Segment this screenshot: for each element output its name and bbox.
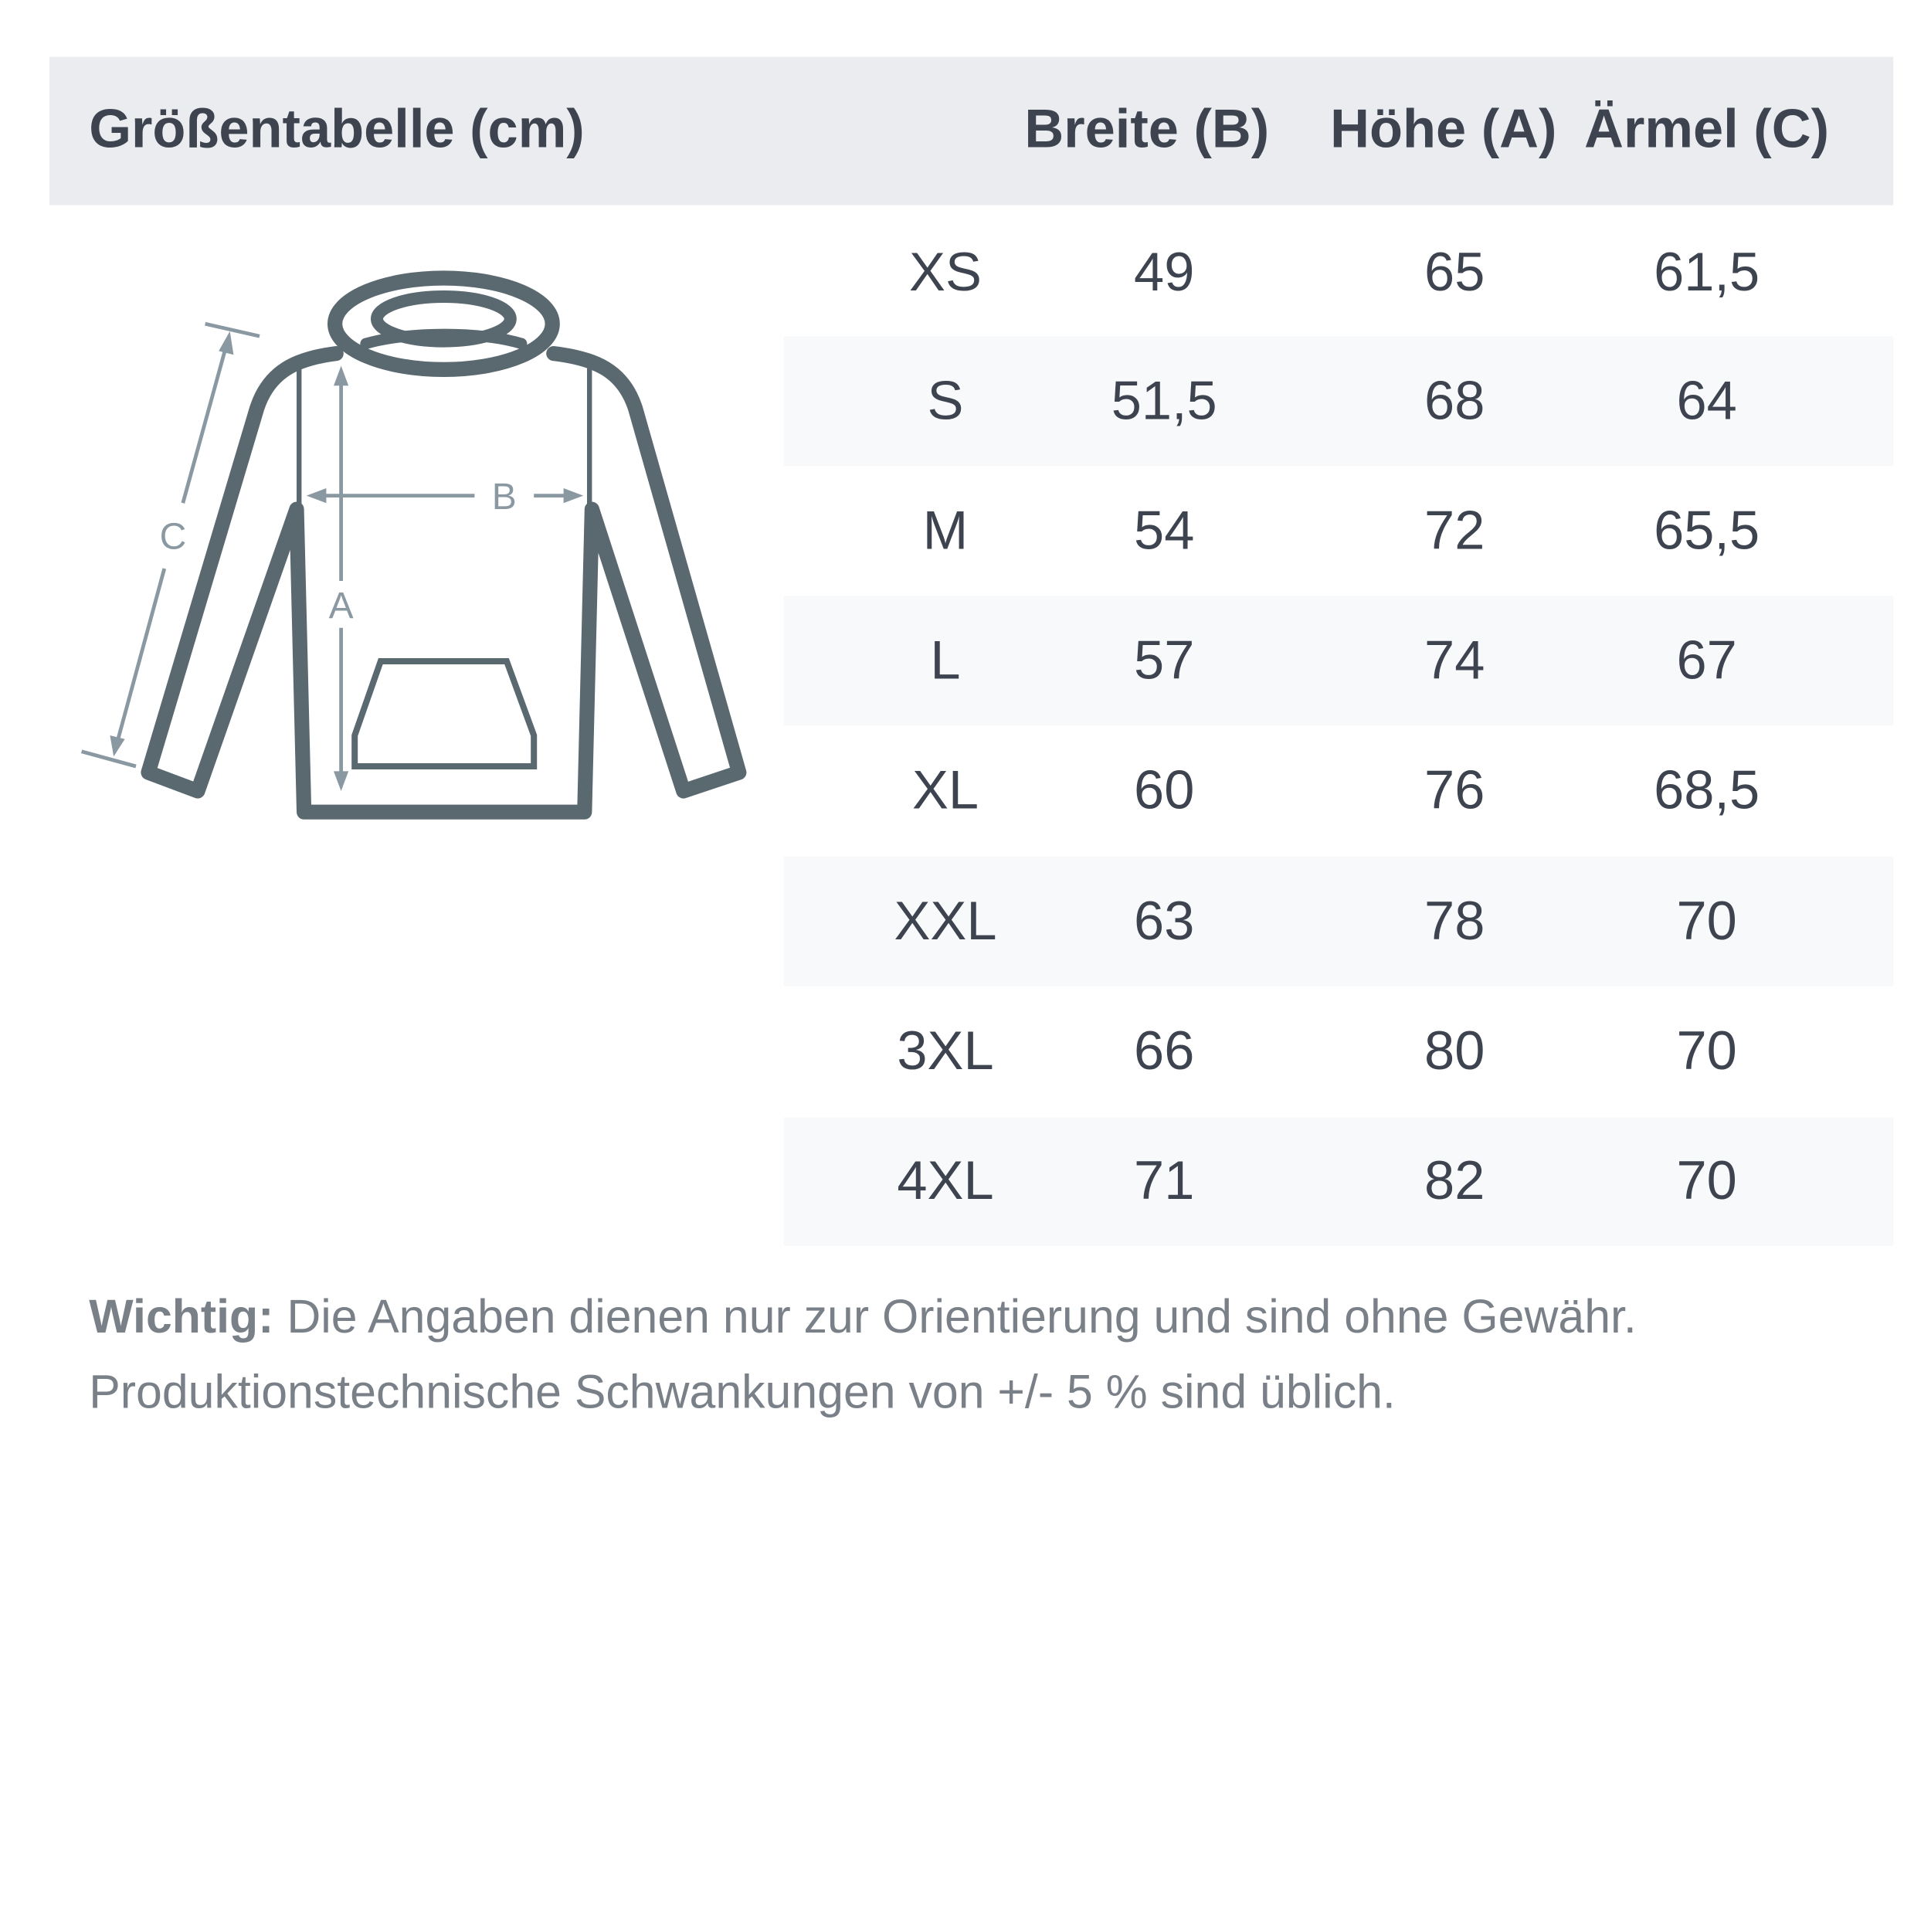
table-row: M 54 72 65,5: [783, 466, 1893, 596]
cell-hoehe: 72: [1424, 500, 1485, 561]
cell-size: XL: [911, 760, 979, 821]
table-row: S 51,5 68 64: [783, 336, 1894, 467]
table-row: L 57 74 67: [783, 596, 1894, 726]
cell-aermel: 70: [1676, 890, 1737, 952]
table-row: XS 49 65 61,5: [783, 210, 1893, 336]
cell-size: 4XL: [897, 1150, 994, 1211]
table-header: Größentabelle (cm) Breite (B) Höhe (A) Ä…: [49, 56, 1894, 205]
cell-aermel: 64: [1676, 370, 1737, 431]
cell-breite: 54: [1134, 500, 1195, 561]
label-c: C: [160, 516, 187, 557]
column-header-breite: Breite (B): [1024, 99, 1270, 160]
note-line-1: Die Angaben dienen nur zur Orientierung …: [273, 1292, 1637, 1344]
hoodie-measurement-icon: B A C: [80, 270, 747, 820]
cell-breite: 71: [1134, 1150, 1195, 1211]
cell-size: XXL: [894, 890, 997, 952]
table-row: XXL 63 78 70: [783, 856, 1894, 986]
cell-size: XS: [909, 242, 982, 303]
cell-size: S: [927, 370, 964, 431]
cell-hoehe: 65: [1424, 242, 1485, 303]
cell-breite: 60: [1134, 760, 1195, 821]
table-row: 3XL 66 80 70: [783, 986, 1893, 1118]
column-header-aermel: Ärmel (C): [1584, 99, 1830, 160]
page-title: Größentabelle (cm): [89, 99, 585, 160]
cell-aermel: 70: [1676, 1020, 1737, 1081]
note-label: Wichtig:: [89, 1292, 274, 1344]
cell-hoehe: 82: [1424, 1150, 1485, 1211]
label-b: B: [492, 477, 517, 518]
cell-hoehe: 80: [1424, 1020, 1485, 1081]
cell-breite: 57: [1134, 630, 1195, 691]
table-row: 4XL 71 82 70: [783, 1117, 1894, 1246]
cell-hoehe: 68: [1424, 370, 1485, 431]
cell-breite: 63: [1134, 890, 1195, 952]
cell-hoehe: 78: [1424, 890, 1485, 952]
cell-breite: 51,5: [1111, 370, 1217, 431]
cell-breite: 49: [1134, 242, 1195, 303]
cell-size: L: [930, 630, 961, 691]
cell-aermel: 65,5: [1654, 500, 1760, 561]
disclaimer-note: Wichtig: Die Angaben dienen nur zur Orie…: [89, 1281, 1637, 1431]
cell-hoehe: 74: [1424, 630, 1485, 691]
column-header-hoehe: Höhe (A): [1330, 99, 1557, 160]
table-row: XL 60 76 68,5: [783, 725, 1893, 857]
cell-hoehe: 76: [1424, 760, 1485, 821]
cell-breite: 66: [1134, 1020, 1195, 1081]
cell-aermel: 68,5: [1654, 760, 1760, 821]
cell-size: 3XL: [897, 1020, 994, 1081]
cell-aermel: 70: [1676, 1150, 1737, 1211]
cell-aermel: 61,5: [1654, 242, 1760, 303]
note-line-2: Produktionstechnische Schwankungen von +…: [89, 1367, 1396, 1419]
label-a: A: [329, 586, 354, 626]
cell-aermel: 67: [1676, 630, 1737, 691]
cell-size: M: [922, 500, 969, 561]
